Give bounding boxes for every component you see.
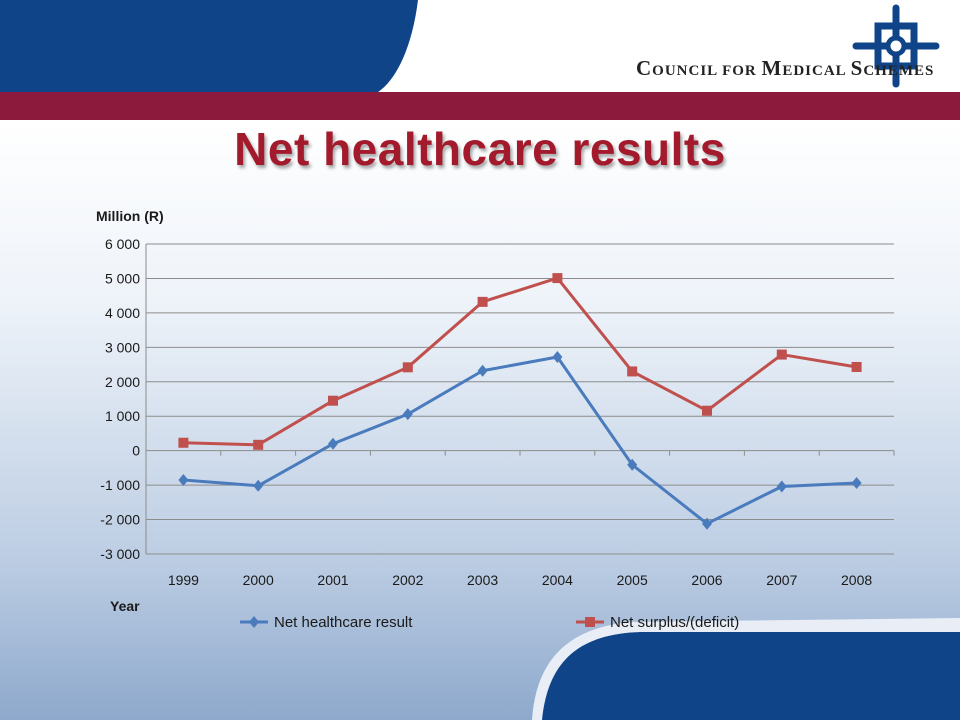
slide-title: Net healthcare results [234,123,726,175]
data-point [552,273,563,284]
series-2 [178,273,862,450]
x-tick-label: 2007 [766,572,797,588]
x-tick-label: 2006 [691,572,722,588]
x-axis-ticks: 1999 2000 2001 2002 2003 2004 2005 2006 2007 2008 [168,572,873,588]
data-point [178,437,189,448]
data-point [328,395,338,406]
series-group [178,273,862,530]
y-tick-label: 0 [132,443,140,459]
data-point [702,517,712,530]
x-tick-label: 2001 [317,572,348,588]
y-axis-label: Million (R) [96,208,164,224]
data-point [702,405,712,416]
y-tick-label: -3 000 [100,546,140,562]
cms-cross-logo-icon [852,4,940,88]
legend-item: Net healthcare result [240,614,413,631]
maroon-banner [0,92,960,120]
data-point [627,458,638,471]
y-tick-label: -1 000 [100,477,140,493]
series-line [183,355,857,526]
gridlines [145,243,895,555]
data-point [178,473,189,486]
data-point [477,296,488,307]
legend-item: Net surplus/(deficit) [576,614,739,631]
y-tick-label: 5 000 [105,270,140,286]
x-axis-label: Year [110,598,140,614]
data-point [552,350,563,363]
x-tick-label: 2003 [467,572,498,588]
y-tick-label: 1 000 [105,408,140,424]
data-point [253,439,264,450]
x-tick-label: 2008 [841,572,872,588]
brand-name: COUNCIL FOR MEDICAL SCHEMES [636,56,935,80]
series-line [183,276,857,447]
data-point [851,477,862,490]
data-point [249,616,259,628]
legend-label: Net surplus/(deficit) [610,614,739,631]
data-point [776,349,787,360]
y-tick-label: 6 000 [105,236,140,252]
y-axis-ticks: -3 000 -2 000 -1 000 0 1 000 2 000 3 000 4 000 5… [100,236,140,562]
x-tick-label: 2002 [392,572,423,588]
x-tick-label: 2004 [542,572,573,588]
series-1 [178,350,862,530]
data-point [402,408,413,421]
y-tick-label: 4 000 [105,305,140,321]
top-left-navy-shape [0,0,418,92]
y-tick-label: -2 000 [100,512,140,528]
data-point [328,437,338,450]
data-point [477,364,488,377]
data-point [402,362,413,373]
bottom-right-white-curve [532,618,960,720]
y-tick-label: 3 000 [105,339,140,355]
data-point [585,617,595,627]
data-point [627,366,638,377]
bottom-right-navy-shape [542,632,960,720]
data-point [253,479,264,492]
legend: Net healthcare result Net surplus/(defici… [240,614,739,631]
y-tick-label: 2 000 [105,374,140,390]
x-tick-label: 2000 [243,572,274,588]
x-tick-label: 1999 [168,572,199,588]
legend-label: Net healthcare result [274,614,413,631]
data-point [776,480,787,493]
x-tick-label: 2005 [617,572,648,588]
data-point [851,361,862,372]
